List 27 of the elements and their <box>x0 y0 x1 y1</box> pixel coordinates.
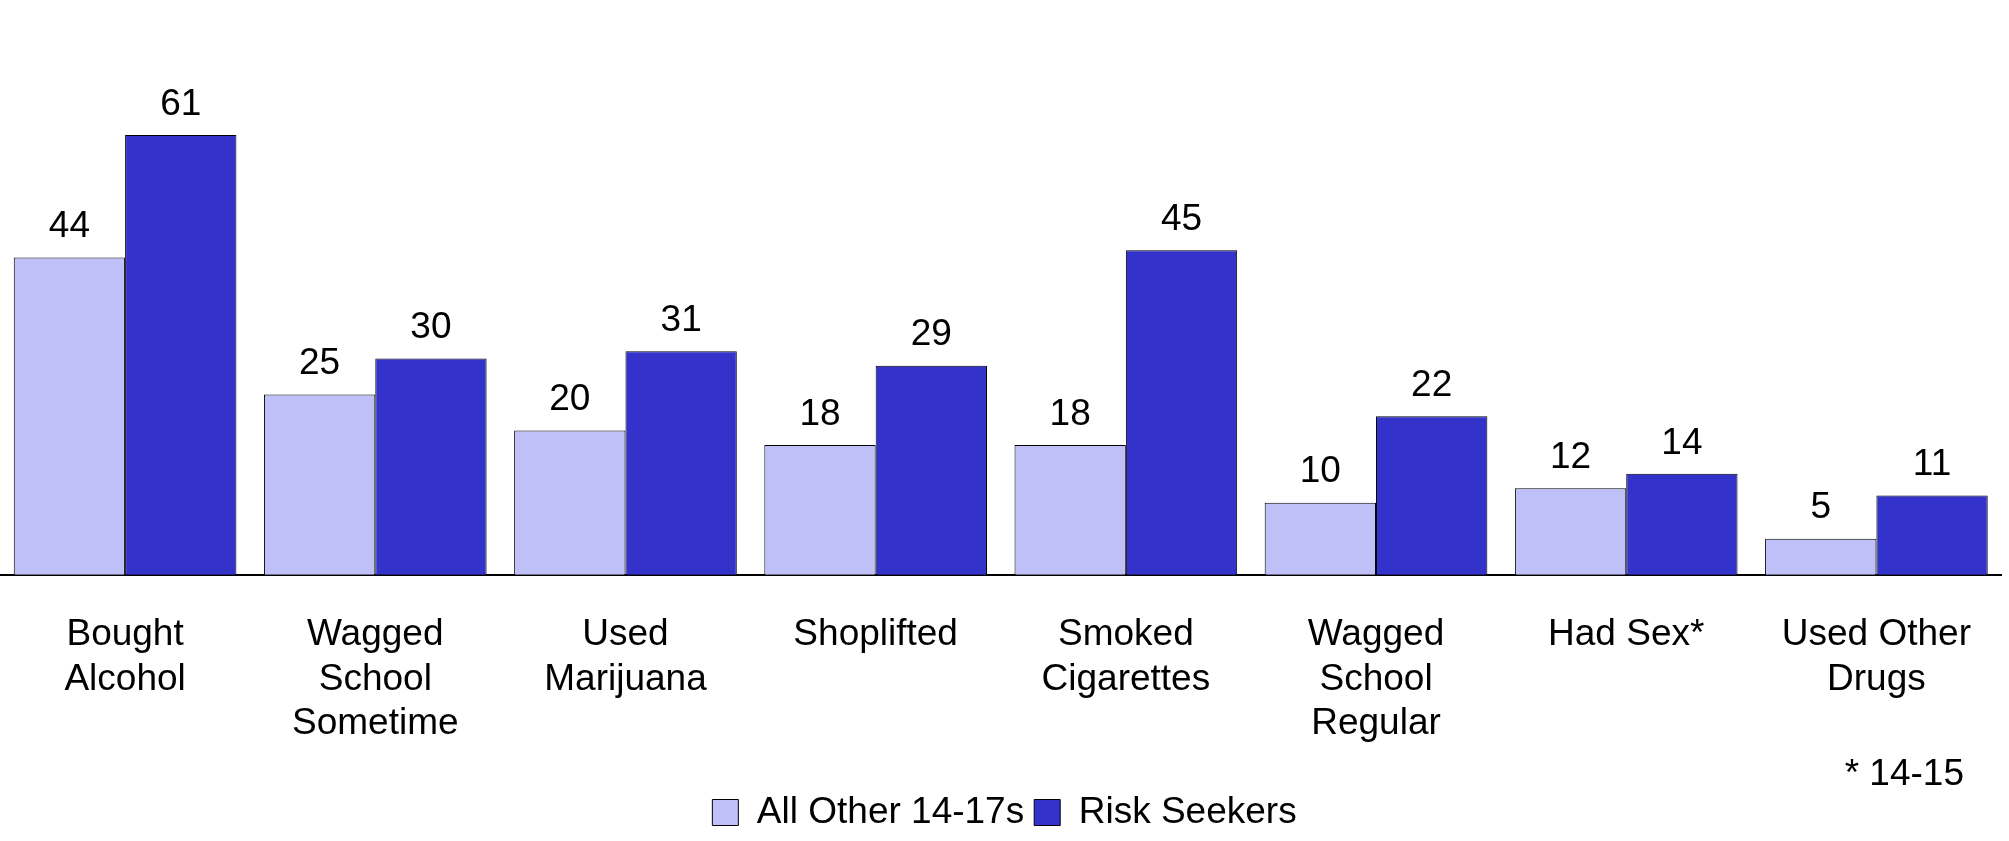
data-label: 29 <box>910 312 952 354</box>
data-label: 18 <box>1049 391 1091 433</box>
data-label: 31 <box>660 297 702 339</box>
x-tick-label: Bought Alcohol <box>64 612 186 698</box>
legend-label: Risk Seekers <box>1078 789 1297 831</box>
data-label: 20 <box>549 377 591 419</box>
data-label: 11 <box>1912 442 1952 484</box>
x-tick-label: Used Other Drugs <box>1781 612 1972 698</box>
x-tick-label: Wagged School Sometime <box>292 612 459 742</box>
data-label: 12 <box>1549 434 1592 476</box>
x-tick-label: Wagged School Regular <box>1307 612 1445 742</box>
data-label: 44 <box>48 204 91 246</box>
data-label: 61 <box>160 81 202 123</box>
data-label: 45 <box>1160 196 1203 238</box>
data-label: 30 <box>410 305 452 347</box>
legend-label: All Other 14-17s <box>756 789 1025 831</box>
data-label: 10 <box>1299 449 1341 491</box>
data-label: 5 <box>1810 485 1832 527</box>
text: * 14-15 <box>1844 752 1964 794</box>
x-tick-label: Shoplifted <box>793 612 958 654</box>
x-tick-label: Smoked Cigarettes <box>1041 612 1211 698</box>
x-tick-label: Used Marijuana <box>544 612 708 698</box>
data-label: 18 <box>799 391 841 433</box>
data-label: 14 <box>1661 420 1703 462</box>
x-tick-label: Had Sex* <box>1548 612 1705 654</box>
data-label: 25 <box>299 341 341 383</box>
data-label: 22 <box>1411 362 1453 404</box>
